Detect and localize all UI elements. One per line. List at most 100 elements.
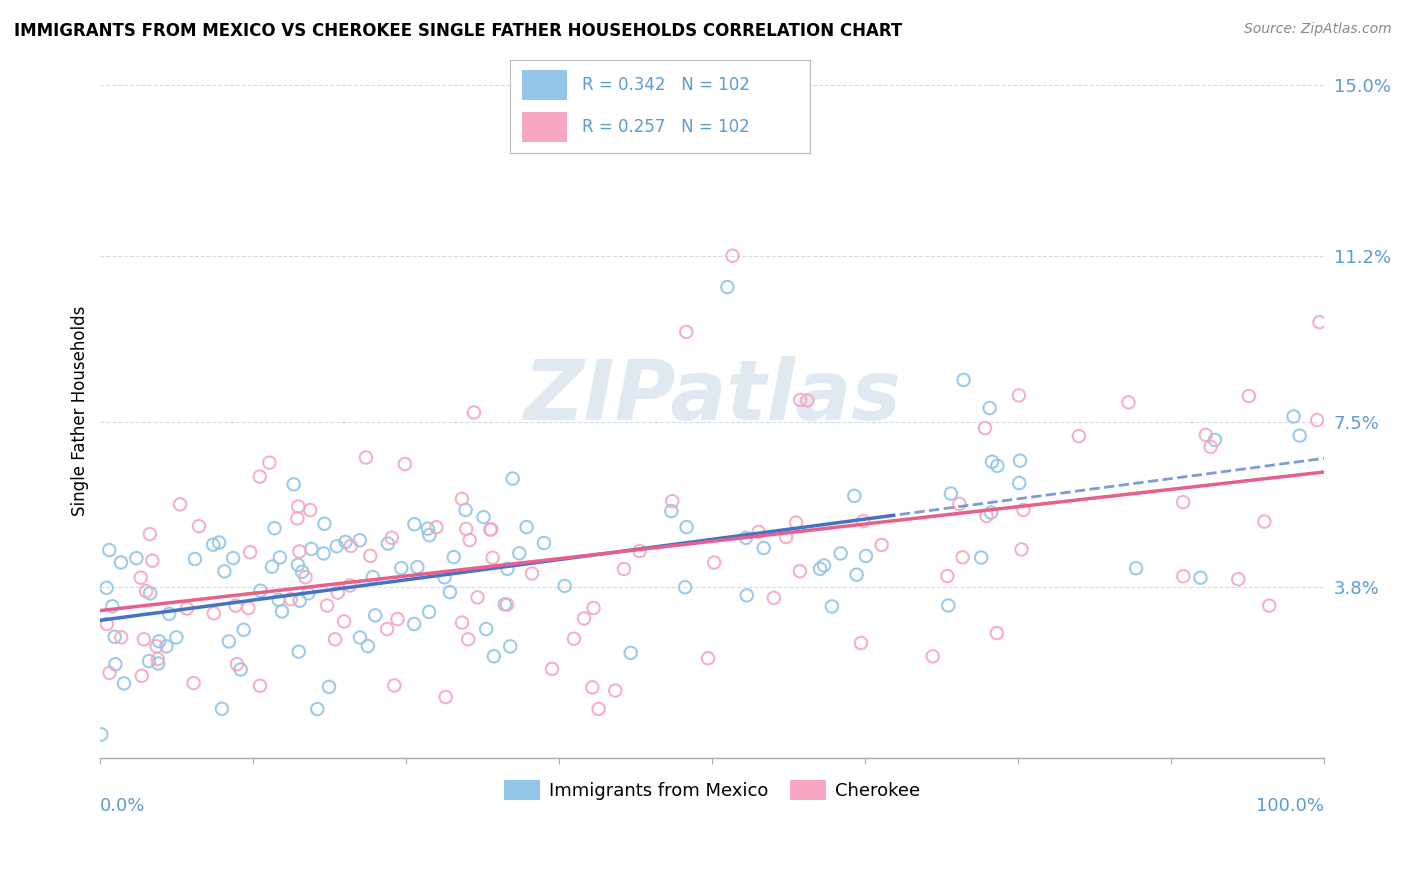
Point xyxy=(976,508,998,523)
Point xyxy=(572,611,595,625)
Point xyxy=(1011,542,1033,557)
Point xyxy=(952,550,974,565)
Point xyxy=(481,550,503,565)
Point xyxy=(96,581,118,595)
Point xyxy=(139,527,162,541)
Point xyxy=(716,280,738,294)
Point xyxy=(387,612,409,626)
Point xyxy=(269,550,291,565)
Point xyxy=(813,558,835,573)
Point xyxy=(406,560,429,574)
Point xyxy=(443,549,465,564)
Text: 100.0%: 100.0% xyxy=(1256,797,1324,814)
Point xyxy=(377,536,399,550)
Point xyxy=(125,551,148,566)
Point xyxy=(981,455,1004,469)
Point xyxy=(1288,428,1310,442)
Point xyxy=(307,702,329,716)
Point xyxy=(418,528,440,542)
Point xyxy=(582,601,605,615)
Point xyxy=(141,554,163,568)
Point xyxy=(131,669,153,683)
Point xyxy=(830,546,852,560)
Point xyxy=(218,634,240,648)
Point xyxy=(433,570,456,584)
Point xyxy=(382,678,405,692)
Point xyxy=(169,497,191,511)
Point xyxy=(249,583,271,598)
Point xyxy=(394,457,416,471)
Point xyxy=(291,565,314,579)
Point xyxy=(287,645,309,659)
Point xyxy=(229,663,252,677)
Point xyxy=(285,511,308,525)
Point xyxy=(451,491,474,506)
Point xyxy=(986,626,1008,640)
Point xyxy=(297,586,319,600)
Point xyxy=(479,523,502,537)
Point xyxy=(259,456,281,470)
Point xyxy=(232,623,254,637)
Point xyxy=(148,657,170,671)
Point xyxy=(520,566,543,581)
Point xyxy=(239,545,262,559)
Point xyxy=(280,592,302,607)
Point xyxy=(1067,429,1090,443)
Point xyxy=(96,616,118,631)
Point xyxy=(541,662,564,676)
Point xyxy=(349,631,371,645)
Point xyxy=(789,392,811,407)
Point xyxy=(673,580,696,594)
Point xyxy=(475,622,498,636)
Point xyxy=(675,325,697,339)
Point xyxy=(735,588,758,602)
Point xyxy=(283,477,305,491)
Point xyxy=(1118,395,1140,409)
Point xyxy=(288,544,311,558)
Point xyxy=(335,534,357,549)
Point xyxy=(1008,388,1031,402)
Point xyxy=(849,636,872,650)
Point xyxy=(359,549,381,563)
Point xyxy=(554,579,576,593)
Point xyxy=(496,562,519,576)
Point xyxy=(139,586,162,600)
Point xyxy=(605,683,627,698)
Point xyxy=(703,556,725,570)
Point xyxy=(222,551,245,566)
Point xyxy=(775,530,797,544)
Point xyxy=(785,516,807,530)
Point xyxy=(463,405,485,419)
Point xyxy=(361,570,384,584)
Point xyxy=(165,631,187,645)
Point xyxy=(202,607,225,621)
Point xyxy=(404,617,426,632)
Point xyxy=(1173,569,1195,583)
Point xyxy=(271,605,294,619)
Point xyxy=(364,608,387,623)
Point xyxy=(502,472,524,486)
Point xyxy=(852,514,875,528)
Point xyxy=(260,559,283,574)
Point xyxy=(482,649,505,664)
Point xyxy=(1195,428,1218,442)
Point xyxy=(620,646,643,660)
Point xyxy=(789,564,811,578)
Point xyxy=(434,690,457,704)
Point xyxy=(533,536,555,550)
Point xyxy=(939,486,962,500)
Point xyxy=(208,535,231,549)
Point xyxy=(110,556,132,570)
Point xyxy=(249,469,271,483)
Point xyxy=(357,639,380,653)
Point xyxy=(202,538,225,552)
Point xyxy=(267,592,290,607)
Point xyxy=(1125,561,1147,575)
Point xyxy=(98,665,121,680)
Point xyxy=(211,702,233,716)
Point xyxy=(148,634,170,648)
Point xyxy=(588,702,610,716)
Point xyxy=(581,681,603,695)
Point xyxy=(472,510,495,524)
Point xyxy=(845,567,868,582)
